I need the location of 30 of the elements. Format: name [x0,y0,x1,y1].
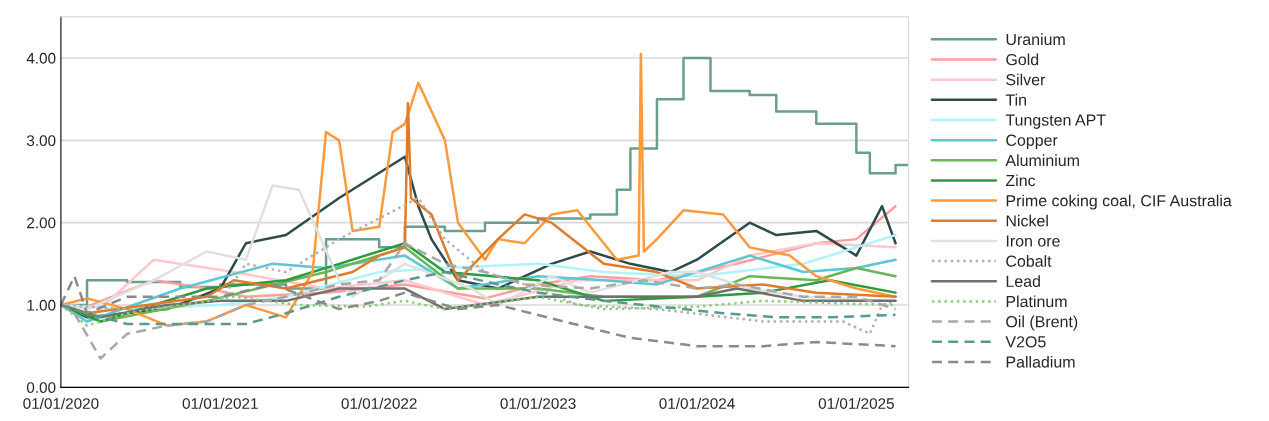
line-series [60,274,897,348]
legend-label: Prime coking coal, CIF Australia [1006,194,1232,210]
line-series [60,270,897,326]
legend-label: V2O5 [1005,336,1046,348]
x-tick-label: 01/01/2025 [818,397,894,409]
y-tick-label: 3.00 [26,135,56,147]
legend-label: Nickel [1006,214,1048,227]
legend-label: Uranium [1006,33,1065,46]
legend-label: Oil (Brent) [1006,315,1078,331]
y-tick-label: 4.00 [26,52,56,64]
legend-label: Cobalt [1006,255,1052,267]
legend-label: Aluminium [1005,154,1079,167]
y-tick-label: 1.00 [27,299,56,311]
legend-label: Gold [1006,53,1039,66]
x-tick-label: 01/01/2022 [341,397,417,409]
legend-label: Lead [1006,275,1040,288]
legend-label: Silver [1006,73,1046,86]
legend-label: Iron ore [1006,235,1060,247]
x-tick-label: 01/01/2021 [182,397,258,409]
x-tick-label: 01/01/2024 [659,397,735,409]
x-tick-label: 01/01/2023 [500,397,576,409]
x-tick-label: 01/01/2020 [23,397,99,409]
legend-label: Tungsten APT [1005,114,1106,129]
y-tick-label: 0.00 [26,382,56,394]
legend-label: Palladium [1006,355,1075,368]
legend-label: Copper [1006,134,1058,150]
legend-label: Platinum [1006,295,1067,308]
legend-label: Tin [1005,93,1026,106]
legend-label: Zinc [1005,174,1036,187]
y-tick-label: 2.00 [27,217,56,229]
